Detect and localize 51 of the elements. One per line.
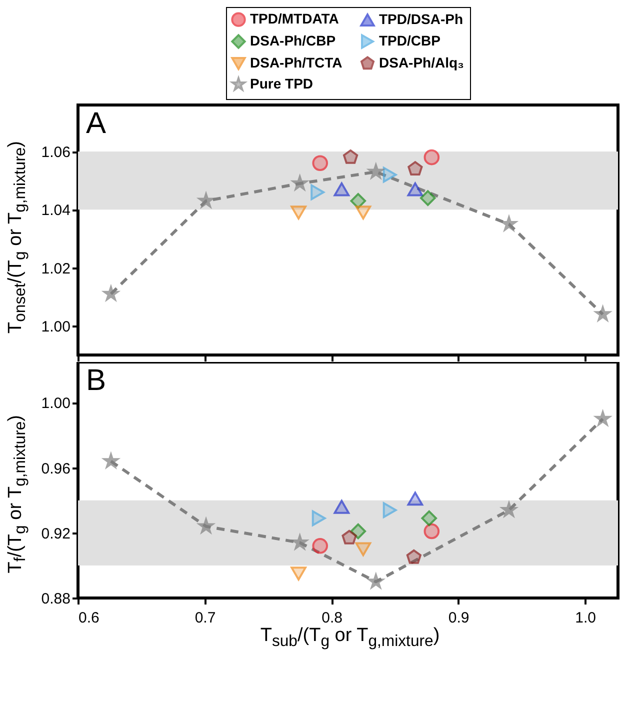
point [355, 206, 372, 220]
x-tick-label: 0.7 [194, 610, 216, 626]
point [501, 216, 517, 231]
legend-label: DSA-Ph/CBP [250, 32, 336, 48]
x-tick-label: 0.9 [448, 610, 470, 626]
annotation: B [86, 364, 106, 397]
point [407, 492, 424, 506]
y-tick-label: 1.00 [41, 395, 70, 412]
point [310, 184, 325, 200]
point [103, 453, 119, 468]
point [408, 161, 423, 176]
x-tick-label: 0.6 [78, 610, 100, 626]
legend-label: TPD/DSA-Ph [379, 11, 463, 28]
annotation: A [86, 107, 106, 140]
legend-label: DSA-Ph/TCTA [250, 54, 342, 70]
x-axis-title: T$_{sub}$/(T$_{g}$ or T$_{g,mixture}$) [259, 625, 441, 651]
point [334, 500, 350, 514]
point [290, 206, 306, 220]
y-tick-label: 0.92 [41, 525, 70, 542]
point [292, 534, 308, 550]
point [342, 530, 357, 544]
point [407, 182, 424, 196]
point [406, 549, 422, 564]
legend-label: TPD/CBP [379, 32, 440, 48]
point [424, 149, 440, 166]
point [198, 518, 214, 533]
point [334, 182, 350, 196]
y-tick-label: 1.02 [41, 260, 70, 278]
point [382, 502, 397, 518]
point [421, 510, 438, 526]
point [595, 306, 610, 321]
point [342, 149, 358, 164]
x-tick-label: 0.8 [322, 610, 342, 626]
point [312, 538, 328, 554]
y-tick-label: 1.06 [41, 144, 70, 162]
y-tick-label: 0.88 [41, 590, 70, 608]
legend-label: TPD/MTDATA [250, 10, 339, 27]
legend-label: Pure TPD [250, 76, 314, 92]
y-tick-label: 1.00 [41, 318, 70, 336]
point [312, 510, 326, 526]
y-tick-label: 0.96 [41, 460, 70, 478]
point [290, 566, 306, 581]
point [350, 523, 366, 540]
point [424, 523, 440, 540]
point [420, 190, 436, 206]
point [382, 166, 397, 183]
point [312, 155, 328, 172]
x-tick-label: 1.0 [575, 610, 596, 626]
point [355, 542, 372, 556]
y-tick-label: 1.04 [41, 202, 70, 220]
legend-label: DSA-Ph/Alq₃ [379, 54, 464, 70]
